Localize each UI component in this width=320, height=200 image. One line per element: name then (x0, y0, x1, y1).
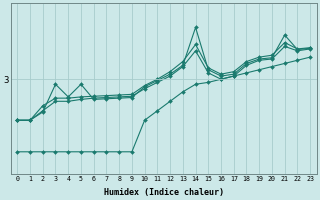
X-axis label: Humidex (Indice chaleur): Humidex (Indice chaleur) (104, 188, 224, 197)
